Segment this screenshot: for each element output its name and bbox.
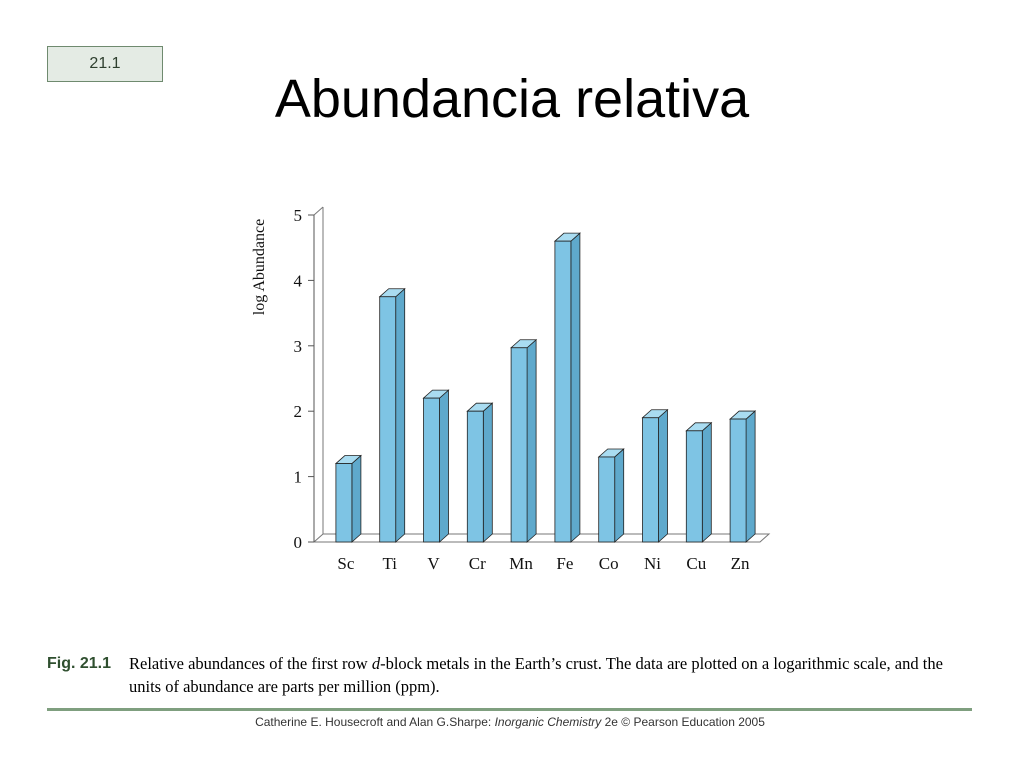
figure-caption: Fig. 21.1 Relative abundances of the fir… [47, 652, 977, 698]
caption-text-italic: d [371, 654, 381, 673]
y-axis-ticks: 0 1 2 3 4 5 [294, 206, 314, 552]
figure-number-badge: 21.1 [47, 46, 163, 82]
bar-ti [378, 287, 406, 543]
y-tick-label: 4 [294, 271, 303, 290]
caption-text-end: -block metals in the Earth’s crust. The … [129, 654, 943, 696]
y-tick-label: 1 [294, 468, 303, 487]
y-tick-label: 5 [294, 206, 303, 225]
y-axis-label: log Abundance [251, 219, 268, 315]
footer-book-title: Inorganic Chemistry [494, 715, 602, 729]
footer-edition: 2e © Pearson Education 2005 [601, 715, 765, 729]
caption-text-start: Relative abundances of the first row [129, 654, 372, 673]
bar-cr [466, 402, 494, 543]
bar-v [422, 389, 450, 543]
slide-title: Abundancia relativa [274, 69, 750, 129]
abundance-bar-chart: 0 1 2 3 4 5 Sc Ti V Cr Mn Fe Co Ni Cu Zn log Abundance [251, 206, 771, 573]
x-tick-label: Cu [686, 554, 706, 573]
x-tick-label: Fe [556, 554, 573, 573]
bar-ni [641, 408, 669, 543]
x-tick-label: Zn [731, 554, 750, 573]
y-tick-label: 2 [294, 402, 303, 421]
bars [334, 232, 757, 543]
footer-credit: Catherine E. Housecroft and Alan G.Sharp… [0, 715, 1020, 729]
x-tick-label: Cr [469, 554, 486, 573]
x-tick-label: Co [599, 554, 619, 573]
x-tick-label: Sc [337, 554, 354, 573]
footer-authors: Catherine E. Housecroft and Alan G.Sharp… [255, 715, 495, 729]
x-tick-label: Ti [382, 554, 397, 573]
bar-sc [334, 454, 362, 543]
y-tick-label: 3 [294, 337, 303, 356]
y-tick-label: 0 [294, 533, 303, 552]
bar-mn [510, 338, 538, 543]
caption-text: Relative abundances of the first row d-b… [129, 652, 977, 698]
x-axis-labels: Sc Ti V Cr Mn Fe Co Ni Cu Zn [337, 554, 750, 573]
caption-figure-label: Fig. 21.1 [47, 655, 112, 672]
x-tick-label: Ni [644, 554, 661, 573]
bar-fe [553, 232, 581, 543]
x-tick-label: V [427, 554, 440, 573]
x-tick-label: Mn [509, 554, 533, 573]
footer-divider [47, 708, 972, 711]
bar-co [597, 448, 625, 543]
bar-zn [729, 410, 757, 543]
bar-cu [685, 421, 713, 543]
